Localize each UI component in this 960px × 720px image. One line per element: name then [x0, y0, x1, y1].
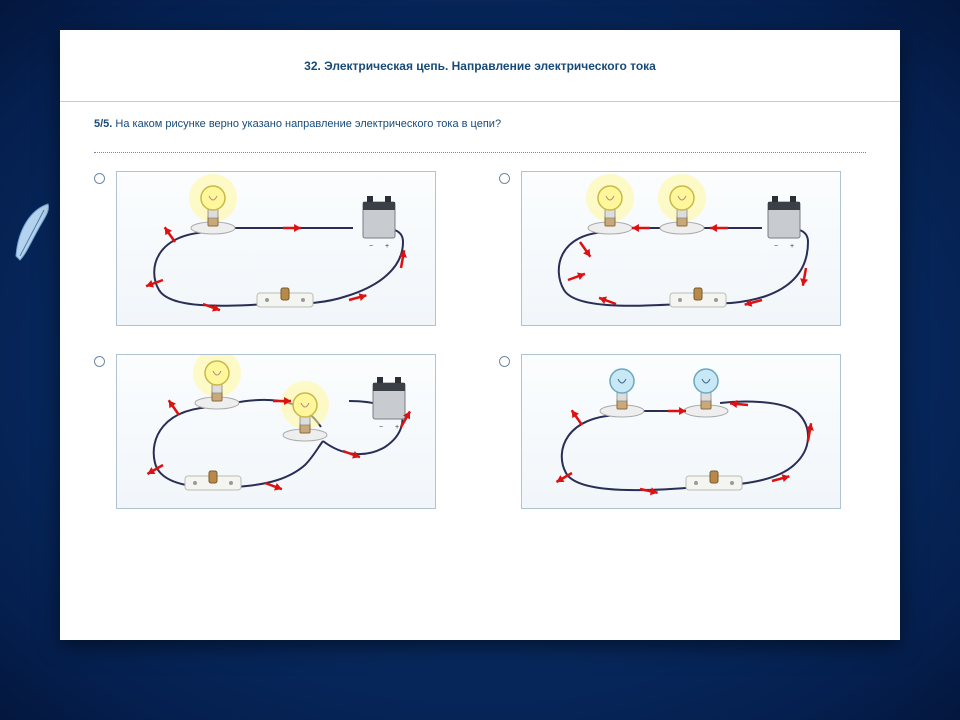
header-band: 32. Электрическая цепь. Направление элек… — [60, 30, 900, 102]
circuit-diagram: − + — [117, 355, 437, 510]
svg-text:+: + — [385, 243, 389, 250]
option-radio-C[interactable] — [94, 356, 105, 367]
question-number: 5/5. — [94, 118, 112, 130]
svg-text:−: − — [774, 243, 778, 250]
svg-text:+: + — [790, 243, 794, 250]
svg-text:−: − — [379, 424, 383, 431]
svg-text:+: + — [395, 424, 399, 431]
options-grid: − + − + — [94, 171, 866, 509]
question-line: 5/5. На каком рисунке верно указано напр… — [94, 118, 866, 130]
question-text: На каком рисунке верно указано направлен… — [115, 118, 501, 130]
circuit-diagram — [522, 355, 842, 510]
circuit-diagram: − + — [522, 172, 842, 327]
option-A[interactable]: − + — [116, 171, 436, 326]
slide-card: 32. Электрическая цепь. Направление элек… — [60, 30, 900, 640]
option-radio-B[interactable] — [499, 173, 510, 184]
svg-text:−: − — [369, 243, 373, 250]
content-area: 5/5. На каком рисунке верно указано напр… — [60, 102, 900, 509]
option-radio-A[interactable] — [94, 173, 105, 184]
option-B[interactable]: − + — [521, 171, 841, 326]
page-title: 32. Электрическая цепь. Направление элек… — [304, 59, 656, 73]
option-C[interactable]: − + — [116, 354, 436, 509]
option-D[interactable] — [521, 354, 841, 509]
circuit-diagram: − + — [117, 172, 437, 327]
option-radio-D[interactable] — [499, 356, 510, 367]
feather-icon — [10, 200, 58, 270]
dotted-divider — [94, 152, 866, 153]
